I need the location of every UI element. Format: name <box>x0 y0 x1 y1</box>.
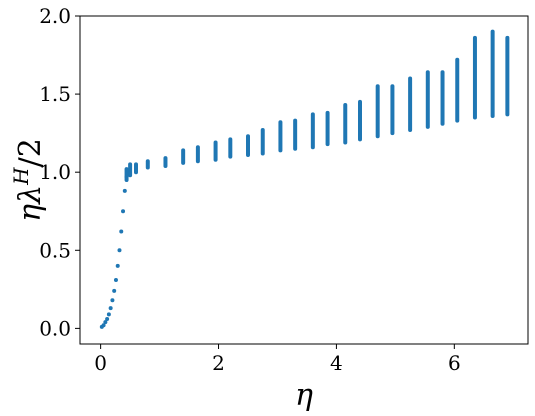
x-tick-label: 0 <box>94 351 107 375</box>
y-axis-label: ηλH/2 <box>9 138 48 222</box>
data-point <box>117 248 122 253</box>
data-point <box>121 209 126 214</box>
x-axis-label: η <box>295 378 313 413</box>
data-point <box>108 306 113 311</box>
data-point <box>113 277 118 282</box>
y-axis-label-superscript: H <box>9 167 33 186</box>
y-axis-label-base: ηλ <box>13 185 48 222</box>
data-points <box>99 29 510 329</box>
data-point <box>103 320 108 325</box>
y-tick-label: 0.5 <box>39 238 71 262</box>
y-axis-ticks: 0.0 0.5 1.0 1.5 2.0 <box>39 4 80 340</box>
data-point <box>110 298 115 303</box>
x-axis-ticks: 0 2 4 6 <box>94 344 461 375</box>
y-tick-label: 0.0 <box>39 316 71 340</box>
data-point <box>115 263 120 268</box>
x-tick-label: 6 <box>448 351 461 375</box>
y-tick-label: 2.0 <box>39 4 71 28</box>
data-point <box>122 188 127 193</box>
data-point <box>101 323 106 328</box>
y-tick-label: 1.5 <box>39 82 71 106</box>
x-tick-label: 4 <box>330 351 343 375</box>
plot-frame <box>79 15 529 345</box>
data-point <box>105 317 110 322</box>
y-tick-label: 1.0 <box>39 160 71 184</box>
data-point <box>112 288 117 293</box>
y-axis-label-suffix: /2 <box>13 138 48 167</box>
data-point <box>106 312 111 317</box>
data-point <box>119 229 124 234</box>
x-tick-label: 2 <box>212 351 225 375</box>
